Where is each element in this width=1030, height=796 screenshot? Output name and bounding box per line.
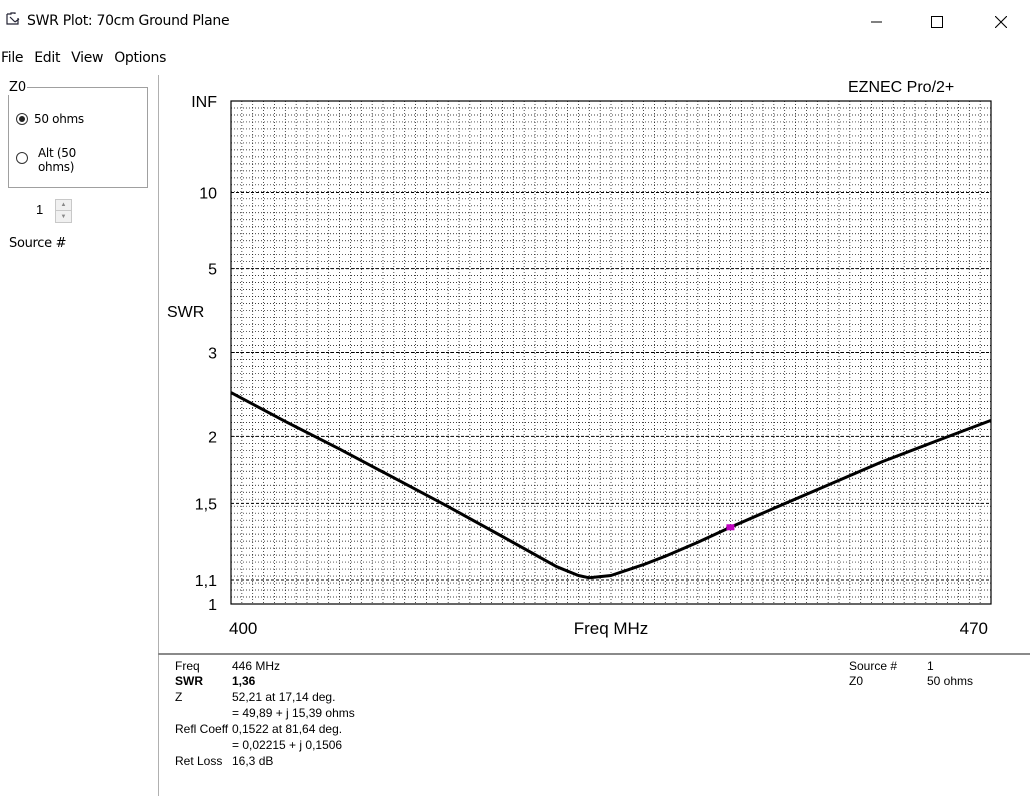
refl-coeff-polar: 0,1522 at 81,64 deg. bbox=[232, 722, 343, 736]
plot-frame bbox=[158, 75, 1030, 653]
z0-legend: Z0 bbox=[8, 80, 28, 95]
z0-50-label[interactable]: 50 ohms bbox=[34, 112, 84, 126]
refl-coeff-rect: = 0,02215 + j 0,1506 bbox=[232, 738, 343, 752]
readout-source-value: 1 bbox=[927, 659, 934, 673]
close-icon bbox=[995, 16, 1007, 28]
title-bar: SWR Plot: 70cm Ground Plane bbox=[0, 0, 1030, 44]
ret-loss-label: Ret Loss bbox=[175, 754, 223, 768]
ret-loss-value: 16,3 dB bbox=[232, 754, 274, 768]
minimize-icon bbox=[871, 21, 882, 23]
menu-edit[interactable]: Edit bbox=[34, 50, 61, 66]
swr-curve bbox=[230, 391, 992, 580]
readout-z0-label: Z0 bbox=[849, 674, 864, 688]
maximize-icon bbox=[931, 16, 943, 28]
readout-z0-value: 50 ohms bbox=[927, 674, 974, 688]
y-axis-label: SWR bbox=[167, 304, 204, 321]
y-tick-label: 5 bbox=[208, 262, 217, 279]
close-button[interactable] bbox=[978, 0, 1024, 44]
eznec-brand-label: EZNEC Pro/2+ bbox=[848, 79, 955, 96]
spinner-down-icon[interactable]: ▼ bbox=[60, 213, 67, 220]
source-number-value[interactable]: 1 bbox=[36, 202, 44, 217]
freq-label: Freq bbox=[175, 659, 200, 673]
minimize-button[interactable] bbox=[854, 0, 900, 44]
y-tick-label: INF bbox=[191, 94, 217, 111]
z-value-polar: 52,21 at 17,14 deg. bbox=[232, 690, 336, 704]
menu-options[interactable]: Options bbox=[114, 50, 167, 66]
maximize-button[interactable] bbox=[914, 0, 960, 44]
swr-label: SWR bbox=[175, 674, 203, 688]
x-axis-label: Freq MHz bbox=[574, 619, 649, 638]
readout-panel bbox=[158, 655, 1030, 796]
z0-alt-label[interactable]: Alt (50 ohms) bbox=[38, 146, 98, 174]
y-tick-label: 1,5 bbox=[195, 496, 217, 513]
refl-coeff-label: Refl Coeff bbox=[175, 722, 229, 736]
y-tick-label: 3 bbox=[208, 346, 217, 363]
source-label: Source # bbox=[9, 236, 67, 251]
freq-value: 446 MHz bbox=[232, 659, 281, 673]
z0-50-radio[interactable] bbox=[16, 113, 28, 125]
window-title: SWR Plot: 70cm Ground Plane bbox=[27, 13, 230, 29]
plot-separator bbox=[158, 653, 1030, 655]
z-label: Z bbox=[175, 690, 183, 704]
x-tick-label: 470 bbox=[960, 619, 988, 638]
y-tick-label: 1 bbox=[208, 597, 217, 614]
z0-alt-label-line2: ohms) bbox=[38, 160, 75, 174]
frequency-marker bbox=[726, 524, 735, 531]
spinner-up-icon[interactable]: ▲ bbox=[56, 200, 71, 211]
x-tick-label: 400 bbox=[229, 619, 257, 638]
y-tick-label: 2 bbox=[208, 429, 217, 446]
y-tick-label: 1,1 bbox=[195, 573, 217, 590]
menu-view[interactable]: View bbox=[71, 50, 104, 66]
menu-bar: File Edit View Options bbox=[0, 48, 177, 70]
app-icon bbox=[6, 12, 20, 25]
z0-alt-label-line1: Alt (50 bbox=[38, 146, 76, 160]
readout-source-label: Source # bbox=[849, 659, 898, 673]
z-value-rect: = 49,89 + j 15,39 ohms bbox=[232, 706, 355, 720]
menu-file[interactable]: File bbox=[1, 50, 24, 66]
z0-groupbox bbox=[8, 87, 148, 188]
z0-alt-radio[interactable] bbox=[16, 152, 28, 164]
source-spinner[interactable]: ▲ ▼ bbox=[55, 199, 72, 223]
swr-value: 1,36 bbox=[232, 674, 256, 688]
y-tick-label: 10 bbox=[199, 185, 217, 202]
